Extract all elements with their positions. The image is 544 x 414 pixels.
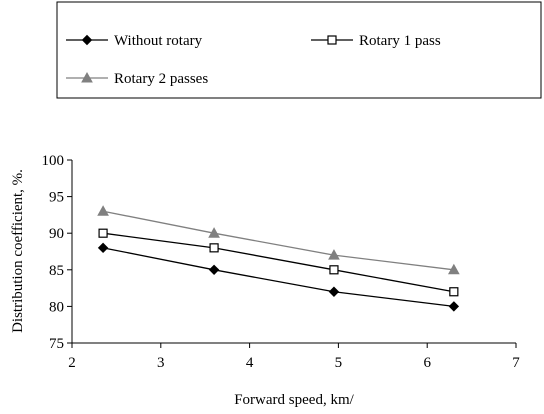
x-tick-label: 2: [68, 355, 76, 371]
axes: Forward speed, km/ Distribution coeffici…: [10, 160, 516, 408]
series-line: [102, 247, 454, 308]
ticks: 75 80 85 90 95 100 2 3 4 5 6 7: [42, 153, 521, 371]
data-point: [449, 287, 459, 297]
data-point: [329, 265, 339, 275]
legend-item: Rotary 1 pass: [311, 33, 441, 49]
y-tick-label: 75: [49, 336, 64, 352]
x-tick-label: 5: [335, 355, 343, 371]
y-tick-label: 85: [49, 263, 64, 279]
data-point: [328, 286, 340, 297]
data-point: [208, 227, 220, 238]
x-tick-label: 6: [423, 355, 431, 371]
data-point: [209, 243, 219, 253]
data-point: [98, 228, 108, 238]
y-tick-label: 80: [49, 299, 64, 315]
series-1: [98, 228, 459, 297]
series-2: [97, 205, 460, 275]
y-axis-label: Distribution coefficient, %.: [10, 169, 26, 333]
legend-box: [56, 1, 542, 99]
data-point: [97, 242, 109, 254]
legend-marker: [81, 71, 93, 83]
legend-label: Without rotary: [114, 33, 203, 49]
legend-marker: [327, 35, 337, 45]
series-0: [97, 242, 460, 312]
data-point: [328, 249, 340, 260]
legend-label: Rotary 1 pass: [359, 33, 441, 49]
data-point: [448, 301, 460, 312]
legend-item: Without rotary: [66, 33, 203, 49]
y-tick-label: 100: [42, 153, 65, 169]
data-point: [447, 263, 460, 275]
legend: Without rotary Rotary 1 pass Rotary 2 pass…: [56, 1, 542, 99]
legend-item: Rotary 2 passes: [66, 71, 208, 87]
x-tick-label: 3: [157, 355, 165, 371]
series-line: [102, 210, 454, 271]
y-tick-label: 90: [49, 226, 64, 242]
legend-label: Rotary 2 passes: [114, 71, 208, 87]
data-point: [208, 264, 220, 276]
legend-marker: [81, 34, 93, 46]
x-tick-label: 7: [512, 355, 520, 371]
x-axis-label: Forward speed, km/: [234, 392, 354, 408]
y-tick-label: 95: [49, 190, 64, 206]
series-layer: [97, 205, 460, 312]
x-tick-label: 4: [246, 355, 254, 371]
series-line: [102, 232, 454, 293]
data-point: [97, 205, 109, 216]
